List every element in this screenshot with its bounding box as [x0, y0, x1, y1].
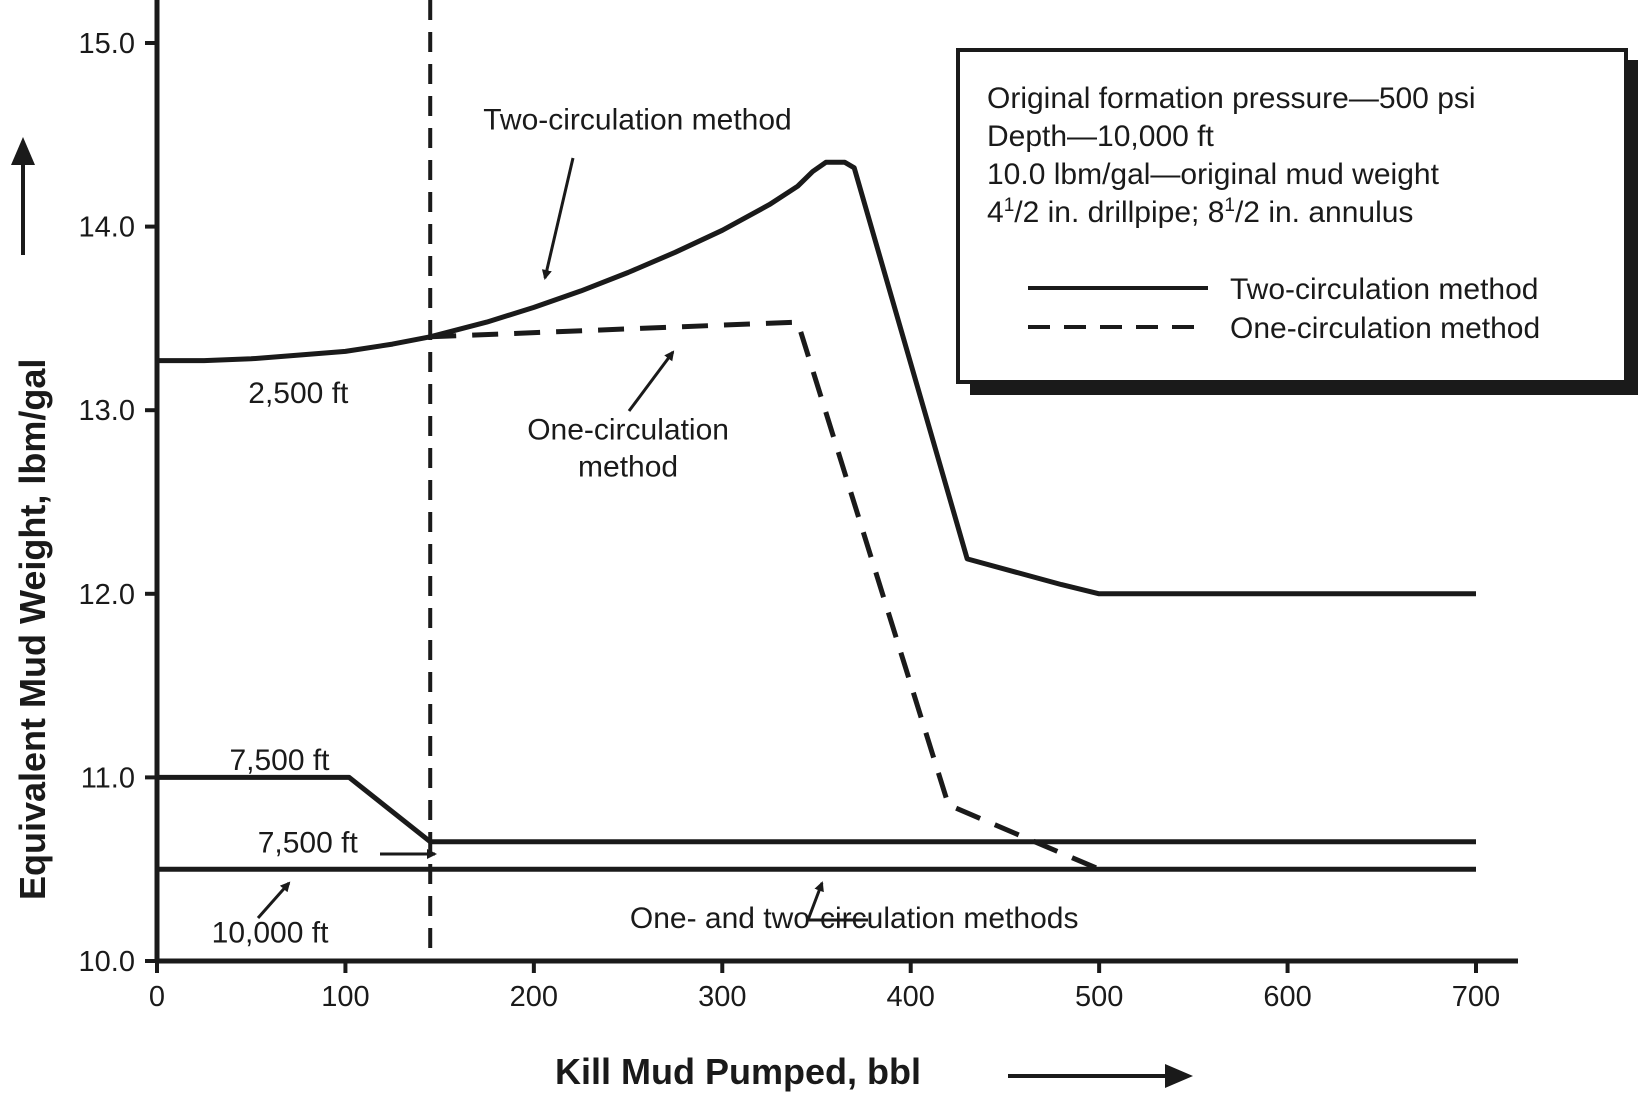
annotation-4: 7,500 ft: [229, 744, 330, 777]
legend-label-one-circulation: One-circulation method: [1230, 312, 1540, 345]
y-axis-arrowhead: [11, 137, 35, 165]
annotation-6: 10,000 ft: [212, 917, 329, 950]
annotation-arrow-bent: [805, 881, 868, 922]
info-line-4-part-1: 4: [987, 196, 1004, 229]
annotation-7: One- and two-circulation methods: [630, 902, 1079, 935]
info-box: Original formation pressure—500 psi Dept…: [956, 48, 1638, 395]
y-tick-label-2: 12.0: [79, 579, 135, 611]
annotation-1: 2,500 ft: [248, 377, 349, 410]
x-tick-label-5: 500: [1075, 981, 1123, 1013]
y-axis-title: Equivalent Mud Weight, lbm/gal: [12, 359, 53, 900]
y-tick-label-4: 14.0: [79, 212, 135, 244]
annotation-arrow-0: [541, 157, 575, 280]
info-box-frame: [956, 48, 1628, 384]
y-tick-label-0: 10.0: [79, 946, 135, 978]
annotation-0: Two-circulation method: [483, 103, 791, 136]
info-line-4-part-2: /2 in. drillpipe; 8: [1014, 196, 1224, 229]
info-line-2: Depth—10,000 ft: [987, 120, 1214, 153]
x-axis-arrowhead: [1165, 1064, 1193, 1088]
series-line-mid_7500: [157, 774, 1476, 845]
info-line-4-sup-2: 1: [1224, 195, 1235, 216]
x-tick-label-3: 300: [698, 981, 746, 1013]
x-tick-label-2: 200: [510, 981, 558, 1013]
x-tick-label-0: 0: [149, 981, 165, 1013]
x-axis-title: Kill Mud Pumped, bbl: [555, 1051, 921, 1092]
info-line-4: 41/2 in. drillpipe; 81/2 in. annulus: [987, 195, 1413, 229]
annotation-5: 7,500 ft: [258, 827, 359, 860]
annotation-arrow-3: [256, 881, 291, 919]
annotation-arrow-1: [627, 350, 675, 412]
y-tick-label-3: 13.0: [79, 395, 135, 427]
series-line-two_2500: [157, 159, 1476, 597]
info-line-4-sup-1: 1: [1004, 195, 1015, 216]
y-tick-label-1: 11.0: [81, 762, 135, 794]
y-tick-label-5: 15.0: [79, 28, 135, 60]
annotation-3: method: [578, 450, 678, 483]
info-line-4-part-3: /2 in. annulus: [1235, 196, 1413, 229]
x-tick-label-7: 700: [1452, 981, 1500, 1013]
info-line-1: Original formation pressure—500 psi: [987, 82, 1476, 115]
legend-label-two-circulation: Two-circulation method: [1230, 273, 1538, 306]
x-tick-label-6: 600: [1263, 981, 1311, 1013]
annotation-2: One-circulation: [527, 414, 729, 447]
x-tick-label-4: 400: [887, 981, 935, 1013]
info-line-3: 10.0 lbm/gal—original mud weight: [987, 158, 1440, 191]
series-line-one_2500: [430, 319, 1101, 872]
x-tick-label-1: 100: [321, 981, 369, 1013]
